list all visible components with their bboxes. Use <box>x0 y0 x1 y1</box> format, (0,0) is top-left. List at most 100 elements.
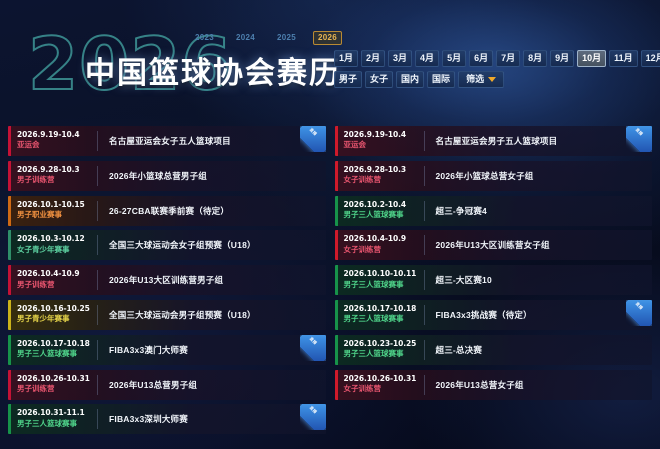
event-date: 2026.9.19-10.4 <box>17 130 80 139</box>
month-chip-11[interactable]: 11月 <box>609 50 638 67</box>
event-title: 名古屋亚运会女子五人篮球项目 <box>109 136 231 146</box>
event-row[interactable]: 2026.10.2-10.4 男子三人篮球赛事 超三-争冠赛4 <box>334 195 652 226</box>
event-row[interactable]: 2026.10.17-10.18 男子三人篮球赛事 FIBA3x3澳门大师赛 直播 <box>8 334 326 365</box>
event-title: 全国三大球运动会男子组预赛（U18） <box>109 309 256 320</box>
month-chip-4[interactable]: 4月 <box>415 50 440 67</box>
event-color-bar <box>8 160 11 191</box>
event-title: 超三-总决赛 <box>435 344 483 355</box>
event-row[interactable]: 2026.9.19-10.4 亚运会 名古屋亚运会男子五人篮球项目 直播 <box>334 126 652 156</box>
event-color-bar <box>8 126 11 156</box>
event-meta: 2026.10.26-10.31 男子训练营 <box>11 370 97 400</box>
event-divider <box>423 200 425 221</box>
event-row[interactable]: 2026.9.28-10.3 男子训练营 2026年小篮球总营男子组 <box>8 160 326 191</box>
category-filter-row: 男子 女子 国内 国际 筛选 <box>334 71 652 88</box>
event-divider <box>97 374 98 395</box>
category-chip-2[interactable]: 国内 <box>396 71 425 88</box>
event-category: 男子三人篮球赛事 <box>343 279 404 289</box>
month-chip-1[interactable]: 1月 <box>334 50 359 67</box>
event-category: 亚运会 <box>343 140 367 150</box>
event-row[interactable]: 2026.10.4-10.9 男子训练营 2026年U13大区训练营男子组 <box>8 265 326 296</box>
event-divider <box>97 131 98 151</box>
event-row[interactable]: 2026.10.31-11.1 男子三人篮球赛事 FIBA3x3深圳大师赛 直播 <box>8 404 326 435</box>
event-category: 男子三人篮球赛事 <box>343 349 404 359</box>
event-meta: 2026.10.4-10.9 女子训练营 <box>338 230 424 260</box>
event-color-bar <box>334 195 338 226</box>
caret-down-icon <box>488 77 497 82</box>
category-chip-3[interactable]: 国际 <box>427 71 456 88</box>
year-tab-list: 2023 2024 2025 2026 <box>190 31 342 45</box>
event-divider <box>423 270 425 291</box>
event-meta: 2026.10.4-10.9 男子训练营 <box>11 265 97 295</box>
event-date: 2026.9.28-10.3 <box>17 164 80 174</box>
event-color-bar <box>8 369 11 400</box>
event-row[interactable]: 2026.10.4-10.9 女子训练营 2026年U13大区训练营女子组 <box>334 230 652 261</box>
year-tab-2024[interactable]: 2024 <box>236 33 255 42</box>
event-divider <box>423 131 425 151</box>
month-chip-6[interactable]: 6月 <box>469 50 494 67</box>
event-divider <box>97 200 98 221</box>
month-chip-9[interactable]: 9月 <box>550 50 575 67</box>
event-color-bar <box>8 404 11 435</box>
schedule-grid: 2026.9.19-10.4 亚运会 名古屋亚运会女子五人篮球项目 直播 2026.9.… <box>0 126 660 439</box>
event-color-bar <box>334 160 338 191</box>
event-category: 男子三人篮球赛事 <box>343 314 404 324</box>
month-chip-3[interactable]: 3月 <box>388 50 413 67</box>
event-title: 2026年U13总营男子组 <box>109 379 198 390</box>
event-title: FIBA3x3挑战赛（待定） <box>435 309 532 320</box>
event-row[interactable]: 2026.10.1-10.15 男子职业赛事 26-27CBA联赛季前赛（待定） <box>8 195 326 226</box>
event-title: 2026年小篮球总营男子组 <box>109 170 208 181</box>
event-color-bar <box>334 334 338 365</box>
event-date: 2026.10.4-10.9 <box>17 269 80 279</box>
year-tab-2026[interactable]: 2026 <box>313 31 342 45</box>
event-divider <box>423 339 425 360</box>
month-chip-7[interactable]: 7月 <box>496 50 521 67</box>
event-row[interactable]: 2026.9.28-10.3 女子训练营 2026年小篮球总营女子组 <box>334 160 652 191</box>
event-row[interactable]: 2026.10.3-10.12 女子青少年赛事 全国三大球运动会女子组预赛（U18） <box>8 230 326 261</box>
event-row[interactable]: 2026.10.16-10.25 男子青少年赛事 全国三大球运动会男子组预赛（U18… <box>8 299 326 330</box>
event-title: 全国三大球运动会女子组预赛（U18） <box>109 240 256 251</box>
event-meta: 2026.9.19-10.4 亚运会 <box>11 126 97 156</box>
event-row[interactable]: 2026.10.10-10.11 男子三人篮球赛事 超三-大区赛10 <box>334 265 652 296</box>
event-title: FIBA3x3澳门大师赛 <box>109 344 188 355</box>
event-divider <box>423 235 425 256</box>
event-title: 2026年U13总营女子组 <box>435 379 524 390</box>
event-category: 男子训练营 <box>17 279 55 289</box>
event-title: 超三-争冠赛4 <box>435 205 487 216</box>
event-divider <box>423 374 425 395</box>
event-category: 女子青少年赛事 <box>17 244 70 254</box>
event-divider <box>423 304 425 325</box>
event-date: 2026.10.16-10.25 <box>17 303 90 313</box>
event-title: FIBA3x3深圳大师赛 <box>109 414 188 425</box>
filter-dropdown-button[interactable]: 筛选 <box>458 71 505 88</box>
event-color-bar <box>334 126 338 156</box>
month-chip-2[interactable]: 2月 <box>361 50 386 67</box>
event-row[interactable]: 2026.9.19-10.4 亚运会 名古屋亚运会女子五人篮球项目 直播 <box>8 126 326 156</box>
event-row[interactable]: 2026.10.26-10.31 男子训练营 2026年U13总营男子组 <box>8 369 326 400</box>
event-meta: 2026.9.28-10.3 女子训练营 <box>338 161 424 191</box>
event-divider <box>97 165 98 186</box>
month-chip-5[interactable]: 5月 <box>442 50 467 67</box>
category-chip-1[interactable]: 女子 <box>365 71 394 88</box>
month-chip-12[interactable]: 12月 <box>640 50 660 67</box>
event-date: 2026.9.28-10.3 <box>343 164 407 174</box>
event-meta: 2026.10.23-10.25 男子三人篮球赛事 <box>338 335 424 365</box>
event-date: 2026.10.23-10.25 <box>343 338 417 348</box>
event-row[interactable]: 2026.10.26-10.31 女子训练营 2026年U13总营女子组 <box>334 369 652 400</box>
category-chip-0[interactable]: 男子 <box>334 71 363 88</box>
event-date: 2026.10.4-10.9 <box>343 234 407 244</box>
year-tab-2023[interactable]: 2023 <box>195 33 214 42</box>
year-tab-2025[interactable]: 2025 <box>277 33 296 42</box>
month-chip-10[interactable]: 10月 <box>577 50 607 67</box>
event-divider <box>97 304 98 325</box>
event-category: 女子训练营 <box>343 383 382 393</box>
event-date: 2026.9.19-10.4 <box>343 130 407 139</box>
month-chip-8[interactable]: 8月 <box>523 50 548 67</box>
event-meta: 2026.10.16-10.25 男子青少年赛事 <box>11 300 97 330</box>
event-row[interactable]: 2026.10.23-10.25 男子三人篮球赛事 超三-总决赛 <box>334 334 652 365</box>
event-color-bar <box>334 369 338 400</box>
event-category: 男子三人篮球赛事 <box>17 349 77 359</box>
event-row[interactable]: 2026.10.17-10.18 男子三人篮球赛事 FIBA3x3挑战赛（待定） 直播 <box>334 299 652 330</box>
month-filter-row: 1月2月3月4月5月6月7月8月9月10月11月12月 <box>334 50 660 67</box>
